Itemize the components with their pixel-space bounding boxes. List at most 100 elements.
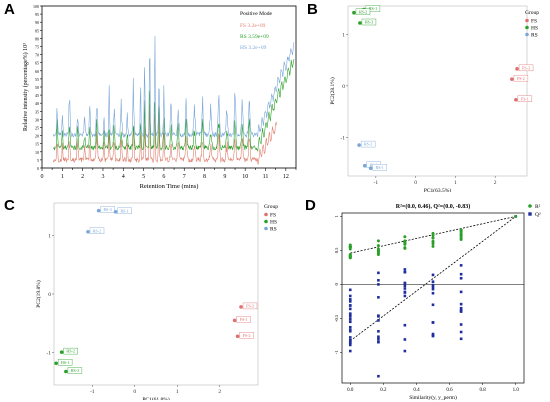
point-label: HS-3	[365, 20, 373, 25]
q2-point	[377, 314, 380, 317]
point-label: HS-1	[61, 360, 69, 365]
point-fs-1	[232, 318, 237, 323]
y-tick-label: 0	[37, 166, 39, 171]
q2-point	[348, 317, 352, 321]
r2-point	[403, 246, 407, 250]
x-tick-label: 4	[122, 174, 125, 180]
x-axis-label: PC1(61.8%)	[142, 396, 170, 400]
y-tick-label: -0.5	[334, 314, 339, 322]
y-tick-label: 55	[35, 77, 39, 82]
panel-label-b: B	[307, 1, 318, 18]
q2-point	[377, 374, 380, 378]
chromatogram-legend: Positive Mode FS 3.2e+09 RS 3.59e+09 HS 3.2…	[240, 11, 272, 51]
legend-marker-q2	[528, 212, 532, 216]
plot-frame	[347, 5, 528, 177]
y-tick-label: 0	[48, 292, 51, 298]
point-label-box	[242, 302, 258, 310]
x-tick-label: 5	[142, 174, 145, 180]
series-line-hs	[52, 35, 295, 138]
q2-point	[403, 270, 407, 274]
permutation-points	[348, 214, 518, 378]
r2-point	[376, 252, 380, 256]
point-label: RS-1	[121, 208, 129, 213]
plot-frame	[41, 5, 297, 169]
x-tick-label: 0.0	[347, 388, 354, 393]
x-tick-label: 10	[242, 174, 248, 180]
legend-marker-rs	[525, 32, 529, 37]
point-label-box	[360, 140, 376, 148]
point-label: FS-3	[246, 304, 254, 309]
q2-point	[348, 325, 352, 329]
point-hs-3	[358, 21, 362, 25]
x-tick-label: 8	[203, 174, 206, 180]
series-line-rs	[53, 58, 295, 152]
y-tick-label: 20	[35, 134, 39, 139]
point-fs-1	[514, 97, 518, 102]
legend-marker-r2	[528, 204, 532, 208]
q2-point	[403, 349, 407, 353]
x-tick-label: 2	[218, 389, 221, 395]
q2-point	[348, 298, 352, 301]
y-tick-label: 1	[342, 32, 345, 38]
x-tick-label: 1.0	[513, 388, 520, 393]
q2-point	[431, 321, 435, 324]
point-label-box	[518, 64, 534, 72]
point-label-box	[239, 332, 254, 339]
q2-point	[459, 323, 463, 326]
point-fs-3	[515, 67, 519, 71]
x-axis-label: Retention Time (mins)	[140, 183, 199, 190]
q2-point	[459, 337, 463, 341]
y-tick-label: 90	[35, 20, 39, 25]
point-rs-3	[362, 163, 367, 168]
point-rs-1	[113, 210, 118, 214]
q2-point	[431, 280, 435, 283]
q2-point	[403, 323, 407, 327]
y-tick-label: 60	[35, 69, 39, 74]
q2-point	[348, 312, 352, 315]
permutation-axes: 0.0 0.2 0.4 0.6 0.8 1.0 1 0.5 0 -0.5 -1 R²=(0.0, 0.…	[334, 203, 525, 401]
point-label-box	[57, 359, 73, 366]
legend-entry: HS	[270, 220, 277, 226]
legend-entry: Q²	[535, 212, 541, 218]
point-rs-1	[368, 166, 373, 171]
y-tick-label: 50	[35, 85, 39, 90]
point-fs-2	[235, 334, 240, 339]
r2-point	[348, 245, 352, 249]
y-tick-label: 45	[35, 93, 39, 98]
q2-point	[377, 337, 380, 341]
r2-point	[348, 255, 352, 259]
r2-point	[431, 240, 435, 244]
x-tick-label: 0.8	[480, 388, 487, 393]
q2-point	[377, 340, 380, 344]
legend-entry: FS	[531, 19, 537, 25]
x-tick-label: 11	[263, 174, 269, 180]
point-rs-2	[86, 229, 90, 234]
q2-point	[431, 332, 435, 336]
point-label: FS-3	[522, 65, 530, 70]
q2-point	[459, 264, 463, 267]
point-label-box	[236, 316, 251, 323]
y-tick-label: 5	[37, 158, 39, 163]
x-tick-label: 1	[61, 174, 64, 180]
point-label-box	[117, 207, 132, 215]
permutation-legend: R² Q²	[528, 204, 541, 218]
r2-point	[459, 230, 463, 234]
q2-point	[348, 288, 352, 292]
x-tick-label: 6	[162, 174, 165, 180]
x-tick-label: 1	[454, 180, 457, 186]
r2-point	[403, 235, 407, 239]
series-line-fs	[52, 104, 277, 165]
y-tick-label: 40	[35, 101, 39, 106]
q2-point	[403, 338, 407, 341]
q2-point	[377, 335, 380, 339]
point-label: FS-1	[240, 317, 248, 322]
q2-point	[377, 279, 380, 282]
q2-point	[459, 272, 463, 276]
q2-point	[403, 291, 407, 294]
point-label: RS-1	[376, 165, 384, 170]
panel-label-a: A	[4, 1, 15, 18]
